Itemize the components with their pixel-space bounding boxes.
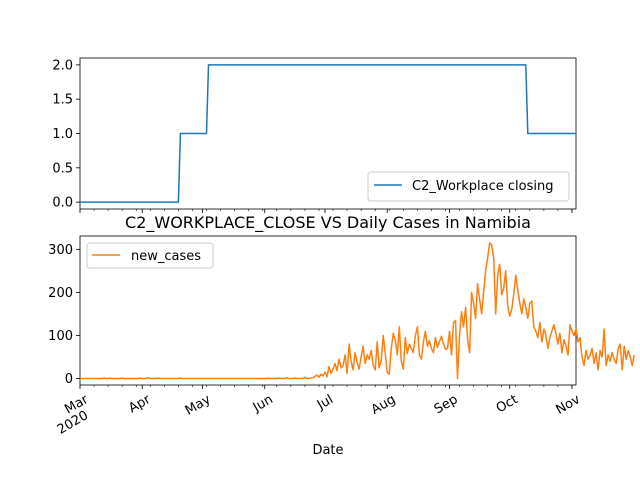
bottom-x-tick-label: Oct <box>494 392 521 416</box>
bottom-x-tick-label: Sep <box>432 392 461 417</box>
bottom-panel: C2_WORKPLACE_CLOSE VS Daily Cases in Nam… <box>48 213 635 458</box>
top-y-tick-label: 1.5 <box>52 93 73 108</box>
top-legend-label: C2_Workplace closing <box>412 179 553 194</box>
x-axis-label: Date <box>312 443 343 458</box>
top-y-tick-label: 0.5 <box>52 161 73 176</box>
bottom-y-tick-label: 200 <box>48 286 73 301</box>
bottom-y-tick-label: 300 <box>48 243 73 258</box>
top-y-tick-label: 0.0 <box>52 196 73 211</box>
top-legend: C2_Workplace closing <box>367 171 570 202</box>
series-line-c2-workplace-closing <box>80 64 576 203</box>
top-panel: 0.0 0.5 1.0 1.5 2.0 C2_Workplace closing <box>52 57 577 213</box>
top-y-tick-label: 2.0 <box>52 58 73 73</box>
bottom-plot-frame <box>79 235 577 386</box>
bottom-x-tick-label: Apr <box>126 392 154 417</box>
bottom-y-tick-label: 0 <box>65 372 73 387</box>
bottom-x-tick-label: Aug <box>369 392 398 418</box>
bottom-x-tick-label: May <box>183 392 214 419</box>
bottom-x-tick-label: Jun <box>250 392 276 416</box>
top-y-ticks: 0.0 0.5 1.0 1.5 2.0 <box>52 58 80 211</box>
top-legend-box <box>367 171 570 202</box>
bottom-y-ticks: 0 100 200 300 <box>48 243 80 387</box>
bottom-legend-label: new_cases <box>131 249 201 264</box>
bottom-legend: new_cases <box>86 242 214 269</box>
bottom-legend-box <box>86 242 214 269</box>
bottom-x-tick-label: Jul <box>314 392 336 413</box>
bottom-chart-title: C2_WORKPLACE_CLOSE VS Daily Cases in Nam… <box>125 213 531 233</box>
bottom-y-tick-label: 100 <box>48 329 73 344</box>
series-line-new-cases <box>80 242 635 380</box>
bottom-x-tick-label: Nov <box>554 392 584 418</box>
top-x-minor-ticks <box>79 209 573 213</box>
top-y-tick-label: 1.0 <box>52 127 73 142</box>
